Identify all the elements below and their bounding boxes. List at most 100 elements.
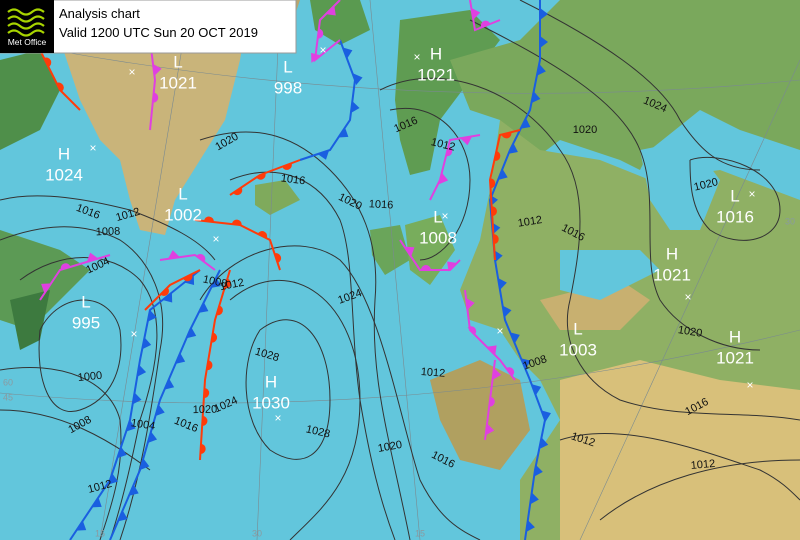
warm-front [39, 49, 81, 111]
front-symbol [353, 73, 363, 86]
center-kind: H [58, 144, 70, 163]
front-symbol [489, 396, 495, 407]
front-symbol [91, 497, 102, 508]
front-symbol [147, 431, 158, 444]
front-symbol [531, 384, 542, 396]
isobar-label: 1020 [693, 176, 720, 194]
front-symbol [152, 92, 159, 103]
front-symbol [485, 423, 495, 436]
front-symbol [541, 410, 551, 422]
front-symbol [231, 219, 242, 226]
front-symbol [256, 172, 266, 180]
front-symbol [224, 278, 231, 289]
front-symbol [175, 352, 186, 364]
front-symbol [460, 136, 473, 146]
center-marker: × [441, 209, 448, 223]
isobar-label: 1008 [96, 225, 121, 238]
front-symbol [183, 274, 193, 282]
warm-front [144, 269, 201, 311]
isobar-label: 1020 [677, 324, 703, 340]
front-symbol [76, 520, 87, 531]
front-symbol [492, 367, 502, 380]
center-kind: H [430, 44, 442, 63]
front-symbol [465, 297, 475, 310]
front-symbol [539, 437, 549, 450]
front-symbol [493, 234, 499, 245]
logo-waves [7, 8, 45, 37]
front-symbol [489, 178, 496, 189]
front-symbol [257, 231, 268, 239]
front-symbol [342, 47, 353, 59]
isobar-label: 1020 [573, 124, 597, 136]
header: Met Office Analysis chart Valid 1200 UTC… [0, 0, 297, 54]
cold-front [69, 269, 201, 540]
front-symbol [196, 254, 206, 262]
front-symbol [530, 492, 539, 505]
isobar-label: 1012 [219, 277, 245, 293]
center-pressure: 995 [72, 313, 100, 332]
front-symbol [167, 250, 180, 259]
front-symbol [317, 150, 330, 160]
center-kind: H [265, 372, 277, 391]
front-symbol [540, 8, 548, 20]
front-symbol [350, 101, 360, 114]
front-symbol [202, 415, 208, 426]
center-pressure: 998 [274, 78, 302, 97]
front-symbol [211, 277, 221, 288]
front-symbol [200, 443, 206, 454]
front-symbol [160, 287, 169, 296]
graticule-label: 30 [252, 528, 262, 538]
fronts [39, 0, 551, 540]
valid-time: Valid 1200 UTC Sun 20 OCT 2019 [59, 25, 258, 40]
front-symbol [152, 63, 162, 76]
center-pressure: 1016 [716, 207, 754, 226]
occluded-front [39, 254, 111, 301]
front-symbol [164, 378, 175, 390]
center-marker: × [496, 324, 503, 338]
center-kind: H [729, 327, 741, 346]
occluded-front [429, 134, 481, 201]
front-symbol [520, 358, 531, 370]
front-symbol [216, 305, 223, 316]
center-pressure: 1021 [417, 65, 455, 84]
front-symbol [526, 520, 535, 533]
isobar-label: 1012 [430, 136, 457, 154]
front-symbol [186, 327, 197, 339]
front-symbol [128, 484, 139, 496]
front-symbol [447, 261, 458, 272]
front-symbol [494, 250, 503, 263]
center-marker: × [413, 50, 420, 64]
front-symbol [506, 367, 515, 377]
center-pressure: 1002 [164, 205, 202, 224]
front-symbol [282, 163, 292, 170]
graticule-label: 15 [95, 528, 105, 538]
center-kind: L [433, 207, 442, 226]
graticule-label: 30 [785, 216, 795, 226]
front-symbol [108, 473, 118, 485]
front-symbol [147, 309, 157, 322]
center-marker: × [684, 290, 691, 304]
front-symbol [206, 360, 213, 371]
front-symbol [86, 252, 99, 262]
logo-text: Met Office [8, 37, 47, 47]
front-symbol [491, 206, 497, 217]
front-symbol [502, 305, 512, 318]
front-symbol [203, 216, 214, 223]
front-symbol [480, 20, 491, 28]
center-marker: × [748, 187, 755, 201]
front-symbol [338, 127, 349, 138]
front-symbol [44, 57, 52, 67]
front-symbol [142, 337, 152, 350]
isobar-label: 1012 [690, 458, 715, 472]
front-symbol [508, 143, 518, 154]
isobar-label: 1012 [420, 366, 445, 380]
front-symbol [56, 82, 64, 93]
center-kind: H [666, 244, 678, 263]
center-kind: L [283, 57, 292, 76]
front-symbol [325, 5, 336, 16]
front-symbol [162, 292, 173, 303]
graticule-label: 60 [3, 377, 13, 387]
front-symbol [317, 28, 324, 39]
isobar-label: 1000 [77, 370, 103, 384]
